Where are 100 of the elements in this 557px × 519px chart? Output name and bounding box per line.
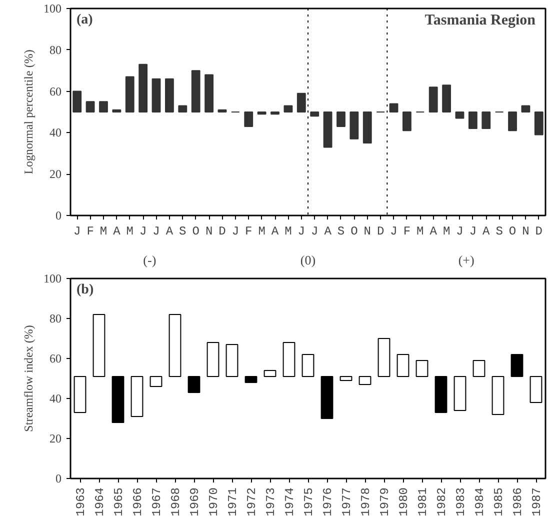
- x-tick-label: J: [73, 224, 81, 238]
- x-tick-label: A: [324, 224, 332, 238]
- bar: [320, 376, 334, 419]
- text: (0): [300, 252, 316, 268]
- x-tick-label: O: [350, 224, 358, 238]
- x-tick-label: D: [376, 224, 384, 238]
- x-tick-label: A: [113, 224, 122, 238]
- x-tick-label: M: [416, 224, 424, 238]
- bar: [168, 314, 182, 377]
- bar: [282, 342, 296, 377]
- bar: [454, 376, 466, 411]
- x-tick-label: 1964: [93, 487, 107, 516]
- text: (+): [458, 252, 474, 268]
- bar: [226, 344, 238, 377]
- x-tick-label: A: [430, 224, 438, 238]
- x-tick-label: 1978: [359, 487, 373, 516]
- bar: [150, 376, 162, 387]
- y-tick-label: 0: [56, 208, 62, 222]
- x-tick-label: 1973: [264, 487, 278, 516]
- bar: [396, 354, 410, 377]
- bar: [218, 109, 227, 112]
- bar: [508, 112, 517, 132]
- bar: [244, 112, 254, 127]
- x-tick-label: A: [482, 224, 491, 238]
- y-tick-label: 40: [50, 126, 62, 140]
- bar: [270, 112, 280, 115]
- bar: [389, 103, 398, 112]
- bar: [521, 105, 530, 112]
- bar: [530, 376, 542, 403]
- bar: [296, 92, 306, 112]
- x-tick-label: O: [508, 224, 516, 238]
- bar: [362, 112, 372, 144]
- bar: [130, 376, 144, 417]
- chart-title: Tasmania Region: [424, 12, 536, 28]
- bar: [455, 112, 464, 119]
- x-tick-label: 1963: [74, 487, 88, 516]
- bar: [244, 376, 258, 383]
- x-tick-label: F: [403, 224, 411, 238]
- annotation: (b): [76, 282, 94, 298]
- bar: [482, 112, 491, 130]
- y-tick-label: 80: [50, 42, 62, 57]
- x-tick-label: J: [469, 224, 477, 238]
- x-tick-label: M: [126, 224, 134, 238]
- x-tick-label: 1969: [188, 487, 202, 516]
- x-tick-label: N: [364, 224, 371, 238]
- y-tick-label: 0: [56, 472, 62, 486]
- x-tick-label: 1972: [245, 487, 259, 516]
- y-tick-label: 20: [50, 432, 62, 446]
- x-tick-label: D: [535, 224, 543, 238]
- bar: [125, 76, 134, 112]
- y-axis-title: Lognormal percentile (%): [22, 50, 36, 174]
- bar: [442, 84, 451, 112]
- x-tick-label: F: [245, 224, 252, 238]
- bar: [402, 112, 412, 132]
- x-tick-label: J: [152, 224, 160, 238]
- text: (-): [143, 252, 156, 268]
- x-tick-label: 1974: [283, 487, 297, 516]
- y-tick-label: 20: [50, 167, 62, 182]
- x-tick-label: D: [218, 224, 226, 238]
- bar: [468, 112, 478, 130]
- bar: [302, 354, 314, 377]
- bar: [112, 376, 124, 423]
- bar: [492, 376, 504, 415]
- x-tick-label: M: [284, 224, 292, 238]
- x-tick-label: J: [139, 224, 147, 238]
- bar: [350, 112, 359, 140]
- x-tick-label: 1976: [321, 487, 335, 516]
- x-tick-label: 1987: [530, 487, 544, 516]
- bar: [323, 112, 332, 148]
- x-tick-label: A: [271, 224, 280, 238]
- x-tick-label: 1975: [302, 487, 316, 516]
- x-tick-label: 1970: [207, 487, 221, 516]
- x-tick-label: 1967: [150, 487, 164, 516]
- bar: [428, 86, 438, 112]
- y-tick-label: 100: [44, 2, 62, 16]
- bar: [310, 112, 320, 117]
- x-tick-label: J: [390, 224, 398, 238]
- y-tick-label: 80: [50, 312, 62, 326]
- x-tick-label: 1983: [454, 487, 468, 516]
- bar: [86, 101, 95, 112]
- annotation: (a): [76, 12, 94, 28]
- y-axis-title: Streamflow index (%): [22, 325, 36, 432]
- bar: [92, 314, 106, 377]
- x-tick-label: N: [522, 224, 530, 238]
- bar: [152, 78, 161, 112]
- x-tick-label: 1971: [226, 487, 240, 516]
- x-tick-label: 1977: [340, 487, 354, 516]
- x-tick-label: 1986: [511, 487, 525, 516]
- x-tick-label: 1982: [435, 487, 449, 516]
- x-tick-label: S: [179, 224, 186, 238]
- x-tick-label: 1979: [378, 487, 392, 516]
- y-tick-label: 60: [50, 84, 62, 98]
- bar: [165, 78, 174, 112]
- bar: [510, 354, 524, 377]
- x-tick-label: J: [310, 224, 318, 238]
- bar: [358, 376, 372, 385]
- x-tick-label: 1968: [169, 487, 183, 516]
- x-tick-label: M: [100, 224, 108, 238]
- bar: [112, 109, 122, 112]
- bar: [534, 112, 544, 136]
